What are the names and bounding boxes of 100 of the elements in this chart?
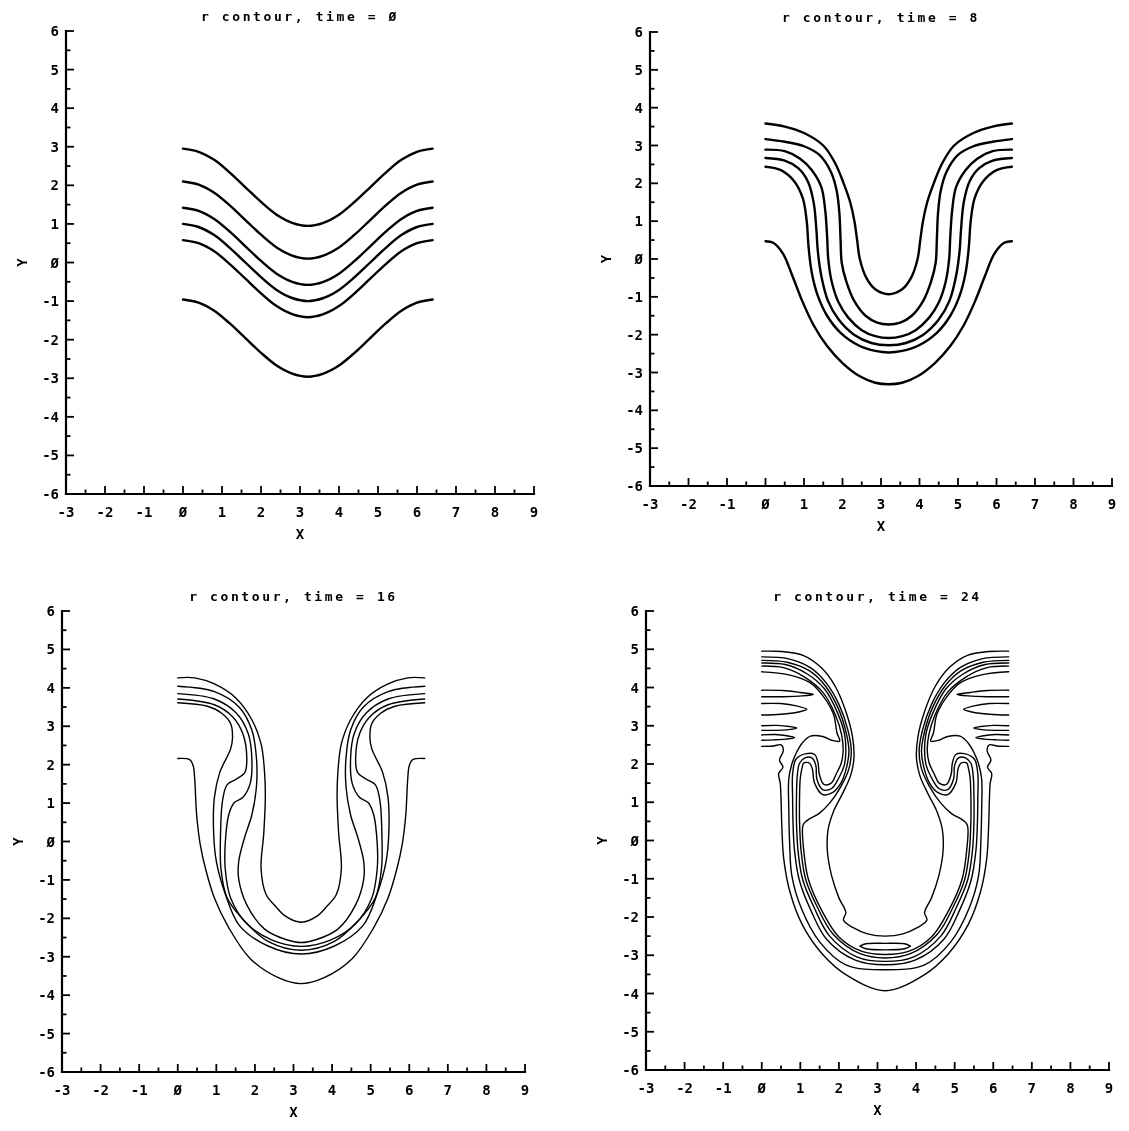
x-tick-label: 9 bbox=[529, 504, 539, 520]
y-tick-label: Ø bbox=[49, 254, 60, 271]
y-tick-label: Ø bbox=[633, 251, 644, 268]
y-axis-title: Y bbox=[14, 257, 31, 267]
y-tick-label: 4 bbox=[50, 100, 59, 117]
x-tick-label: -2 bbox=[680, 496, 697, 512]
y-tick-label: -3 bbox=[38, 948, 55, 965]
y-tick-label: -1 bbox=[626, 288, 643, 305]
x-tick-label: 2 bbox=[256, 504, 266, 520]
x-tick-label: 3 bbox=[295, 504, 305, 520]
y-tick-label: 3 bbox=[46, 718, 55, 735]
chart-title: r contour, time = 16 bbox=[189, 589, 398, 604]
x-tick-label: 8 bbox=[1069, 496, 1078, 512]
y-tick-label: 2 bbox=[634, 175, 643, 192]
y-tick-label: 1 bbox=[634, 213, 643, 230]
y-tick-label: -5 bbox=[38, 1025, 55, 1042]
x-tick-label: 2 bbox=[834, 1080, 844, 1096]
y-tick-label: 3 bbox=[630, 717, 639, 734]
x-tick-label: 1 bbox=[796, 1080, 805, 1096]
chart-title: r contour, time = 8 bbox=[781, 10, 981, 25]
chart-title: r contour, time = Ø bbox=[200, 9, 400, 24]
x-tick-label: 2 bbox=[250, 1082, 260, 1098]
x-axis-title: X bbox=[289, 1104, 299, 1120]
x-tick-label: -2 bbox=[676, 1080, 694, 1096]
x-tick-label: Ø bbox=[177, 504, 188, 520]
x-tick-label: -2 bbox=[92, 1082, 110, 1098]
y-tick-label: -2 bbox=[38, 910, 55, 927]
y-tick-label: 6 bbox=[630, 603, 639, 620]
y-tick-label: -4 bbox=[626, 402, 643, 419]
y-tick-label: 6 bbox=[46, 603, 55, 620]
y-axis-title: Y bbox=[594, 835, 611, 845]
y-tick-label: -3 bbox=[42, 370, 59, 387]
y-tick-label: 2 bbox=[630, 756, 639, 773]
x-tick-label: 6 bbox=[412, 504, 422, 520]
y-tick-label: 2 bbox=[46, 756, 55, 773]
y-tick-label: 5 bbox=[50, 61, 59, 78]
x-tick-label: 1 bbox=[799, 496, 809, 512]
chart-title: r contour, time = 24 bbox=[773, 589, 982, 604]
x-axis-title: X bbox=[873, 1102, 883, 1118]
x-tick-label: 8 bbox=[490, 504, 500, 520]
y-tick-label: -4 bbox=[38, 987, 55, 1004]
x-tick-label: 9 bbox=[1104, 1080, 1114, 1096]
x-tick-label: 7 bbox=[1030, 496, 1040, 512]
y-tick-label: -6 bbox=[38, 1064, 55, 1081]
x-tick-label: 5 bbox=[366, 1082, 375, 1098]
x-tick-label: 4 bbox=[334, 504, 344, 520]
x-tick-label: -1 bbox=[718, 496, 736, 512]
y-tick-label: 2 bbox=[50, 177, 59, 194]
y-tick-label: 5 bbox=[634, 61, 643, 78]
x-tick-label: 7 bbox=[1027, 1080, 1037, 1096]
y-tick-label: Ø bbox=[629, 832, 640, 849]
x-tick-label: Ø bbox=[760, 496, 771, 512]
y-tick-label: -3 bbox=[622, 947, 639, 964]
y-axis-title: Y bbox=[598, 254, 615, 264]
x-tick-label: -1 bbox=[714, 1080, 732, 1096]
y-tick-label: -6 bbox=[42, 486, 59, 503]
x-tick-label: 4 bbox=[911, 1080, 921, 1096]
x-tick-label: 4 bbox=[915, 496, 924, 512]
y-tick-label: 4 bbox=[630, 679, 639, 696]
y-tick-label: 3 bbox=[634, 137, 643, 154]
y-tick-label: -1 bbox=[38, 871, 55, 888]
x-tick-label: 5 bbox=[373, 504, 383, 520]
y-tick-label: -5 bbox=[626, 440, 643, 457]
y-tick-label: -6 bbox=[622, 1062, 639, 1079]
y-tick-label: 4 bbox=[46, 679, 55, 696]
y-tick-label: 1 bbox=[50, 215, 59, 232]
y-tick-label: 1 bbox=[46, 795, 55, 812]
y-tick-label: -1 bbox=[42, 293, 59, 310]
y-tick-label: 4 bbox=[634, 99, 643, 116]
y-tick-label: -5 bbox=[622, 1023, 639, 1040]
x-tick-label: 2 bbox=[838, 496, 847, 512]
y-tick-label: -2 bbox=[42, 331, 59, 348]
x-tick-label: Ø bbox=[756, 1080, 767, 1096]
x-tick-label: 8 bbox=[482, 1082, 491, 1098]
x-tick-label: 5 bbox=[950, 1080, 959, 1096]
y-tick-label: -5 bbox=[42, 447, 59, 464]
x-tick-label: 6 bbox=[989, 1080, 998, 1096]
x-tick-label: -1 bbox=[135, 504, 153, 520]
x-tick-label: 8 bbox=[1066, 1080, 1075, 1096]
y-tick-label: -4 bbox=[622, 985, 639, 1002]
y-tick-label: -4 bbox=[42, 408, 59, 425]
y-tick-label: -1 bbox=[622, 870, 639, 887]
y-tick-label: Ø bbox=[45, 833, 56, 850]
x-tick-label: 9 bbox=[1107, 496, 1117, 512]
x-tick-label: -2 bbox=[96, 504, 114, 520]
x-tick-label: 3 bbox=[289, 1082, 298, 1098]
y-tick-label: -2 bbox=[626, 326, 643, 343]
y-axis-title: Y bbox=[10, 836, 27, 846]
y-tick-label: 3 bbox=[50, 138, 59, 155]
x-tick-label: 6 bbox=[992, 496, 1001, 512]
x-axis-title: X bbox=[295, 526, 305, 542]
x-tick-label: -1 bbox=[130, 1082, 148, 1098]
x-tick-label: 3 bbox=[876, 496, 886, 512]
x-tick-label: 7 bbox=[451, 504, 461, 520]
y-tick-label: 6 bbox=[50, 23, 59, 40]
y-tick-label: -3 bbox=[626, 364, 643, 381]
x-tick-label: 1 bbox=[217, 504, 227, 520]
x-tick-label: 1 bbox=[212, 1082, 221, 1098]
y-tick-label: -2 bbox=[622, 909, 639, 926]
y-tick-label: 5 bbox=[46, 641, 55, 658]
